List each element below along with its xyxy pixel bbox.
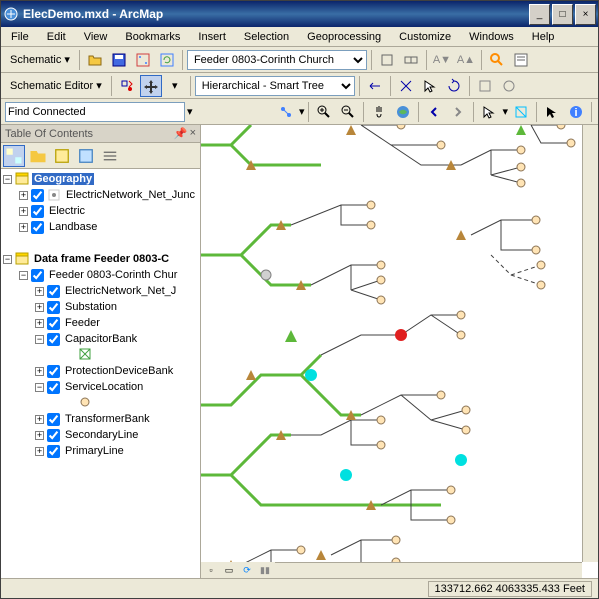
propagate-icon[interactable] (376, 49, 398, 71)
minimize-button[interactable]: _ (529, 4, 550, 25)
toc-toolbar (1, 143, 200, 169)
identify-icon[interactable]: i (565, 101, 587, 123)
apply-layout-icon[interactable] (364, 75, 386, 97)
tree-node[interactable] (3, 347, 198, 363)
tree-node[interactable]: +Feeder (3, 315, 198, 331)
options-icon[interactable] (99, 145, 121, 167)
status-bar: 133712.662 4063335.433 Feet (1, 578, 598, 598)
coordinates-display: 133712.662 4063335.433 Feet (428, 581, 592, 597)
tree-node[interactable]: +Electric (3, 203, 198, 219)
tree-node[interactable]: +Landbase (3, 219, 198, 235)
tree-node[interactable] (3, 235, 198, 251)
full-extent-icon[interactable] (392, 101, 414, 123)
toc-title-bar: Table Of Contents 📌× (1, 125, 200, 143)
zoom-in-icon[interactable] (313, 101, 335, 123)
map-view[interactable]: ▫ ▭ ⟳ ▮▮ (201, 125, 598, 578)
menu-geoprocessing[interactable]: Geoprocessing (299, 29, 389, 45)
list-by-drawing-icon[interactable] (3, 145, 25, 167)
maximize-button[interactable]: □ (552, 4, 573, 25)
pause-icon[interactable]: ▮▮ (257, 563, 273, 577)
list-by-source-icon[interactable] (27, 145, 49, 167)
pin-icon[interactable]: 📌 (174, 127, 188, 140)
tree-node[interactable]: +PrimaryLine (3, 443, 198, 459)
menu-customize[interactable]: Customize (391, 29, 459, 45)
tool-b-icon[interactable] (498, 75, 520, 97)
app-icon (3, 6, 19, 22)
tree-node[interactable]: −ServiceLocation (3, 379, 198, 395)
schematic-editor-toolbar: Schematic Editor ▾ ▾ Hierarchical - Smar… (1, 73, 598, 99)
find-dropdown-icon[interactable]: ▾ (187, 105, 193, 118)
trace-icon[interactable] (275, 101, 297, 123)
tree-node[interactable]: +ElectricNetwork_Net_Junc (3, 187, 198, 203)
select-features-icon[interactable] (478, 101, 500, 123)
menu-edit[interactable]: Edit (39, 29, 74, 45)
editor-menu[interactable]: Schematic Editor ▾ (5, 76, 107, 95)
zoom-out-icon[interactable] (337, 101, 359, 123)
menu-view[interactable]: View (76, 29, 116, 45)
list-by-selection-icon[interactable] (75, 145, 97, 167)
generate-diagram-icon[interactable] (132, 49, 154, 71)
select-icon[interactable]: ▾ (164, 75, 186, 97)
update-diagram-icon[interactable] (156, 49, 178, 71)
refresh-icon[interactable]: ⟳ (239, 563, 255, 577)
tree-node[interactable]: +Substation (3, 299, 198, 315)
tree-node[interactable]: −CapacitorBank (3, 331, 198, 347)
window-title: ElecDemo.mxd - ArcMap (23, 7, 529, 21)
tree-node[interactable]: −Geography (3, 171, 198, 187)
save-diagram-icon[interactable] (108, 49, 130, 71)
layout-dropdown[interactable]: Hierarchical - Smart Tree (195, 76, 355, 96)
toc-icon[interactable] (510, 49, 532, 71)
schematic-toolbar: Schematic ▾ Feeder 0803-Corinth Church A… (1, 47, 598, 73)
menu-selection[interactable]: Selection (236, 29, 297, 45)
view-tabs: ▫ ▭ ⟳ ▮▮ (201, 562, 275, 578)
find-input[interactable] (5, 102, 185, 122)
decrease-symbol-icon[interactable]: A▼ (431, 49, 453, 71)
select-dropdown-icon[interactable]: ▾ (502, 105, 508, 118)
diagram-dropdown[interactable]: Feeder 0803-Corinth Church (187, 50, 367, 70)
select-elements-icon[interactable] (541, 101, 563, 123)
tree-node[interactable]: −Data frame Feeder 0803-C (3, 251, 198, 267)
pan-icon[interactable] (368, 101, 390, 123)
menu-bookmarks[interactable]: Bookmarks (117, 29, 188, 45)
rotate-icon[interactable] (443, 75, 465, 97)
tree-node[interactable]: +ProtectionDeviceBank (3, 363, 198, 379)
next-extent-icon[interactable] (447, 101, 469, 123)
list-by-visibility-icon[interactable] (51, 145, 73, 167)
tree-node[interactable]: +SecondaryLine (3, 427, 198, 443)
menu-file[interactable]: File (3, 29, 37, 45)
vertical-scrollbar[interactable] (582, 125, 598, 562)
move-icon[interactable] (140, 75, 162, 97)
toc-title-label: Table Of Contents (5, 128, 93, 140)
tool-a-icon[interactable] (474, 75, 496, 97)
network-toolbar: ▾ ▾ ▾ i (1, 99, 598, 125)
tree-node[interactable]: +TransformerBank (3, 411, 198, 427)
search-icon[interactable] (486, 49, 508, 71)
toc-panel: Table Of Contents 📌× −Geography+Electric… (1, 125, 201, 578)
open-diagram-icon[interactable] (84, 49, 106, 71)
menu-help[interactable]: Help (524, 29, 563, 45)
edit-diagram-icon[interactable] (116, 75, 138, 97)
close-toc-icon[interactable]: × (190, 127, 196, 140)
align-icon[interactable] (395, 75, 417, 97)
tree-node[interactable]: +ElectricNetwork_Net_J (3, 283, 198, 299)
toc-tree[interactable]: −Geography+ElectricNetwork_Net_Junc+Elec… (1, 169, 200, 578)
prev-extent-icon[interactable] (423, 101, 445, 123)
title-bar: ElecDemo.mxd - ArcMap _ □ × (1, 1, 598, 27)
data-view-tab[interactable]: ▫ (203, 563, 219, 577)
schematic-menu[interactable]: Schematic ▾ (5, 50, 75, 69)
tree-node[interactable] (3, 395, 198, 411)
trace-dropdown-icon[interactable]: ▾ (299, 105, 305, 118)
menu-insert[interactable]: Insert (190, 29, 234, 45)
layout-view-tab[interactable]: ▭ (221, 563, 237, 577)
tree-node[interactable]: −Feeder 0803-Corinth Chur (3, 267, 198, 283)
menu-bar: FileEditViewBookmarksInsertSelectionGeop… (1, 27, 598, 47)
svg-text:i: i (574, 107, 577, 119)
increase-symbol-icon[interactable]: A▲ (455, 49, 477, 71)
close-button[interactable]: × (575, 4, 596, 25)
menu-windows[interactable]: Windows (461, 29, 522, 45)
pointer-icon[interactable] (419, 75, 441, 97)
clear-selection-icon[interactable] (510, 101, 532, 123)
propagate-map-icon[interactable] (400, 49, 422, 71)
